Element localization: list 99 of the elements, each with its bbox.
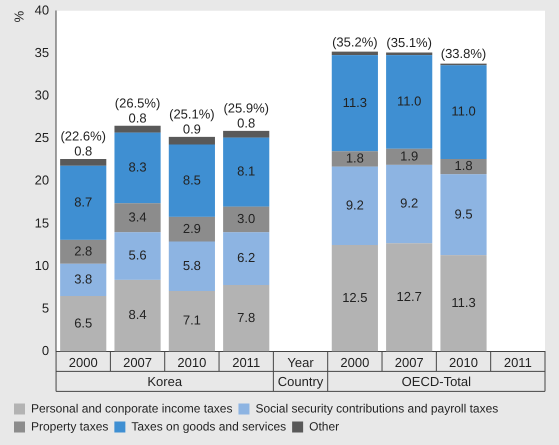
bar (440, 255, 487, 352)
y-tick-label: 30 (34, 88, 50, 103)
bar (440, 174, 487, 256)
data-label: 6.5 (74, 315, 92, 330)
data-label: 0.8 (128, 110, 147, 126)
bar (332, 55, 378, 152)
total-label: (35.1%) (386, 35, 432, 50)
data-label: 12.7 (396, 288, 422, 304)
x-tick-label: 2011 (232, 354, 260, 370)
x-tick-label: 2010 (177, 354, 206, 370)
bar (386, 55, 432, 149)
x-tick-label: 2010 (449, 354, 478, 370)
text: OECD-Total (402, 374, 472, 389)
y-axis-title: % (11, 10, 26, 22)
bar (114, 132, 161, 204)
bar (114, 280, 161, 352)
bar (114, 203, 161, 232)
data-label: 11.3 (342, 94, 368, 110)
x-tick-label: 2011 (504, 354, 532, 370)
x-tick-label: 2007 (394, 354, 424, 370)
bar (60, 264, 106, 296)
data-label: 5.6 (128, 248, 147, 263)
total-label: (33.8%) (440, 46, 486, 62)
y-tick-label: 10 (34, 258, 50, 273)
bar (114, 232, 161, 280)
bar (60, 240, 106, 264)
y-tick-label: 15 (34, 215, 50, 230)
bar (332, 52, 378, 56)
y-tick-label: 0 (42, 342, 50, 358)
text: Country (278, 374, 324, 389)
bar (440, 158, 487, 174)
bar (168, 136, 215, 144)
bar (440, 65, 487, 159)
bar (168, 290, 215, 352)
data-label: 11.0 (451, 104, 476, 119)
bar (168, 216, 215, 242)
data-label: 9.5 (454, 206, 473, 222)
data-label: 9.2 (400, 196, 418, 211)
data-label: 12.5 (342, 290, 368, 305)
y-tick-label: 40 (34, 2, 50, 18)
text: Korea (147, 374, 183, 389)
x-tick-label: 2000 (340, 354, 370, 370)
bar (223, 130, 270, 138)
bar (386, 164, 432, 244)
data-label: 1.8 (454, 158, 473, 174)
bar (386, 52, 432, 56)
bar (114, 126, 161, 133)
data-label: 6.2 (237, 250, 256, 266)
bar (223, 232, 270, 285)
bar (332, 244, 378, 352)
legend-label: Other (309, 419, 340, 434)
data-label: 8.7 (74, 194, 92, 210)
data-label: 3.4 (128, 209, 147, 224)
y-tick-label: 20 (34, 172, 50, 188)
bar (223, 206, 270, 232)
bar (60, 166, 106, 240)
data-label: 2.9 (182, 220, 201, 236)
data-label: 7.1 (182, 312, 201, 328)
x-tick-label: Year (287, 354, 314, 370)
x-tick-label: 2000 (68, 354, 98, 370)
data-label: 5.8 (182, 258, 201, 273)
bar (60, 296, 106, 352)
bar (332, 166, 378, 245)
legend-label: Taxes on goods and services (131, 419, 286, 434)
bar (386, 148, 432, 165)
data-label: 3.0 (237, 210, 256, 226)
bar (223, 138, 270, 207)
legend-label: Social security contributions and payroll taxes (255, 401, 498, 416)
data-label: 8.5 (182, 172, 201, 188)
legend-label: Personal and conporate income taxes (31, 401, 232, 416)
data-label: 1.9 (400, 148, 418, 164)
bar (386, 243, 432, 352)
legend-label: Property taxes (31, 419, 108, 434)
total-label: (22.6%) (60, 128, 106, 144)
total-label: (25.9%) (223, 100, 269, 116)
data-label: 7.8 (237, 310, 256, 325)
y-tick-label: 35 (34, 44, 50, 60)
data-label: 0.9 (182, 121, 201, 136)
total-label: (35.2%) (332, 34, 378, 50)
data-label: 11.0 (397, 93, 422, 108)
data-label: 9.2 (346, 197, 364, 212)
y-tick-label: 25 (34, 130, 50, 146)
data-label: 0.8 (74, 144, 92, 159)
data-label: 1.8 (346, 150, 364, 166)
bar (168, 242, 215, 291)
data-label: 11.3 (451, 294, 476, 310)
data-label: 2.8 (74, 243, 92, 258)
bar (168, 144, 215, 217)
data-label: 8.4 (128, 307, 147, 322)
total-label: (25.1%) (169, 106, 215, 122)
data-label: 3.8 (74, 271, 92, 286)
data-label: 0.8 (237, 115, 256, 130)
x-tick-label: 2007 (123, 354, 152, 370)
data-label: 8.1 (237, 164, 256, 179)
y-tick-label: 5 (42, 300, 50, 316)
bar (223, 284, 270, 352)
bar (60, 158, 106, 166)
data-label: 8.3 (128, 159, 147, 174)
total-label: (26.5%) (114, 95, 160, 110)
